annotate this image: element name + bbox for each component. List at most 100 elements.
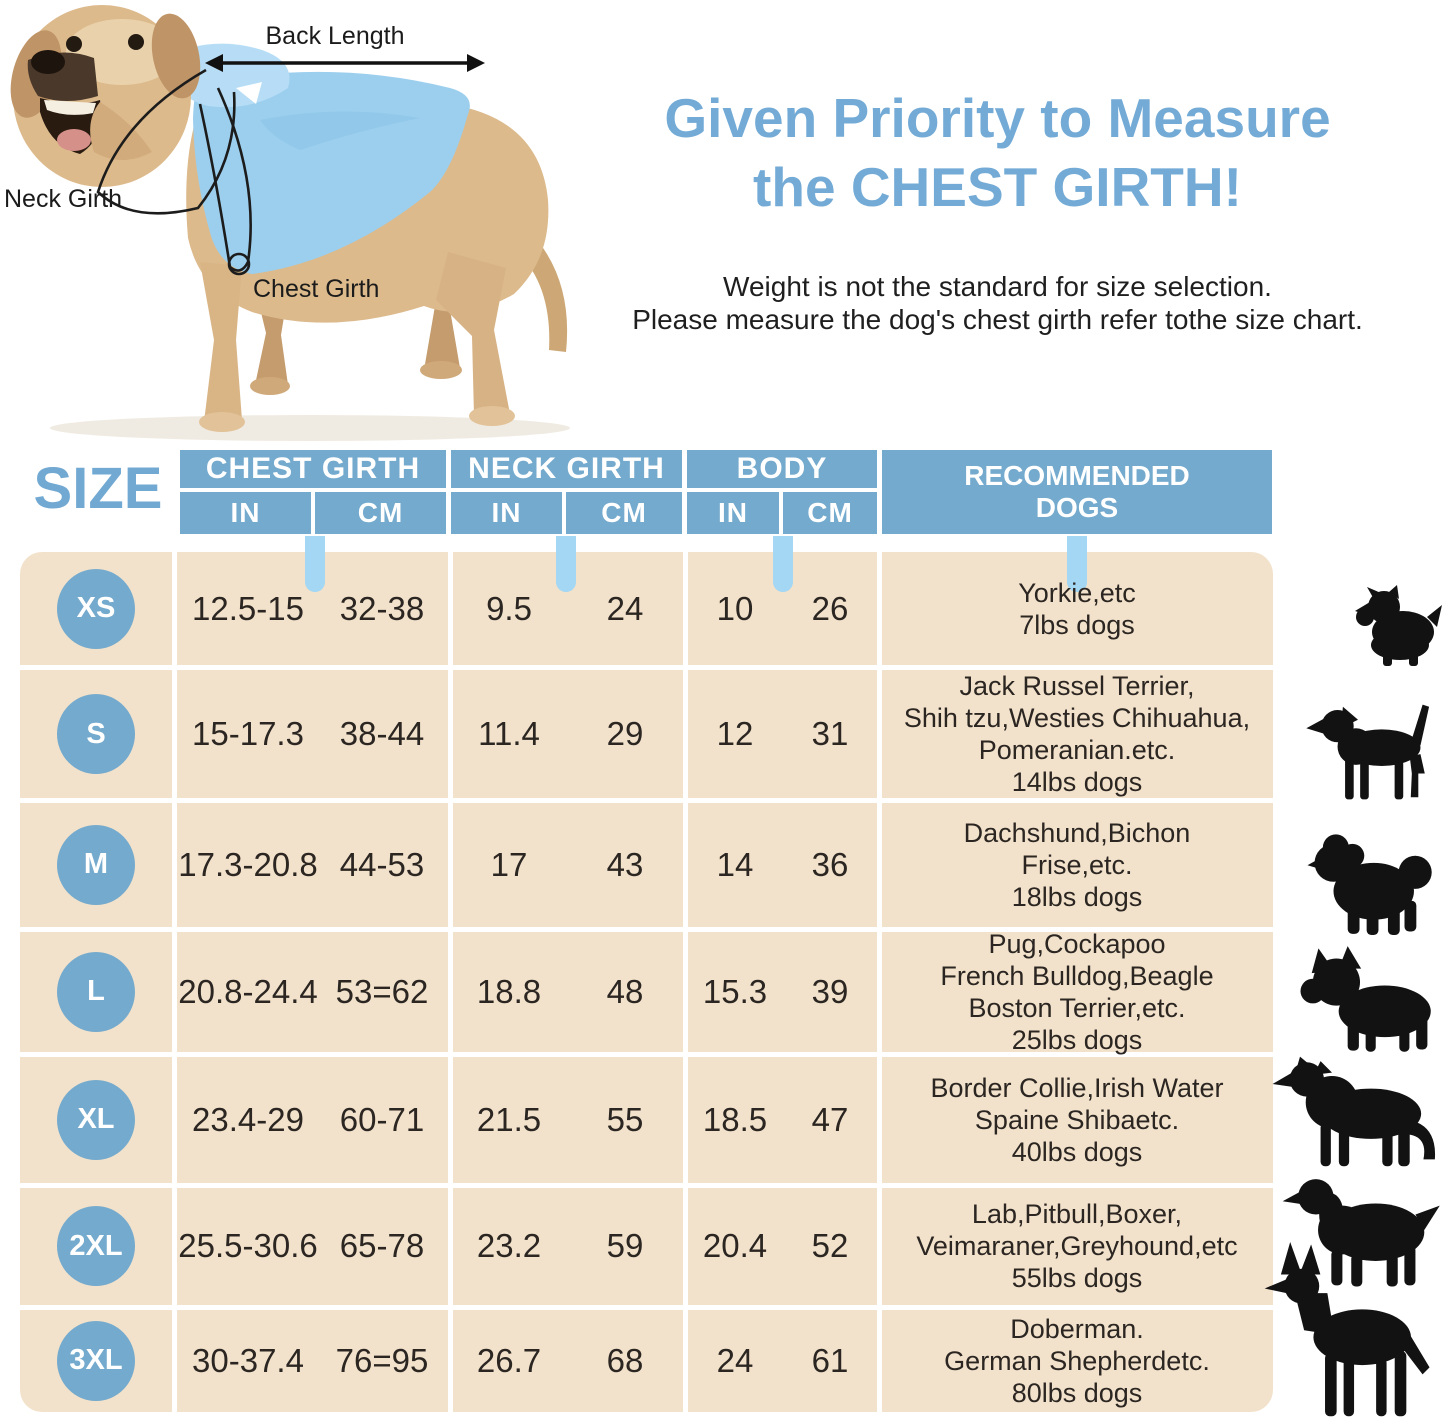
size-badge: XS bbox=[57, 568, 135, 649]
chest-cm-value: 38-44 bbox=[339, 715, 425, 752]
size-row-xl: XL 23.4-29 60-71 21.5 55 18.5 47 Border … bbox=[20, 1056, 1273, 1183]
headline-line1: Given Priority to Measure bbox=[664, 87, 1331, 149]
chest-in-value: 17.3-20.8 bbox=[178, 845, 318, 883]
body-in-value: 12 bbox=[716, 715, 754, 752]
recommended-dogs-column-header: RECOMMENDED DOGS bbox=[882, 450, 1272, 534]
headline-line2: the CHEST GIRTH! bbox=[753, 156, 1242, 218]
chest-in-value: 20.8-24.4 bbox=[178, 972, 318, 1010]
size-badge: S bbox=[57, 694, 135, 774]
jack-russell-silhouette-icon bbox=[1306, 704, 1430, 800]
chest-in-unit-header: IN bbox=[180, 492, 311, 534]
chest-cm-value: 44-53 bbox=[339, 845, 425, 883]
headline: Given Priority to Measure the CHEST GIRT… bbox=[575, 84, 1420, 222]
recommended-dogs-header-text: RECOMMENDED DOGS bbox=[964, 460, 1190, 523]
size-row-l: L 20.8-24.4 53=62 18.8 48 15.3 39 Pug,Co… bbox=[20, 929, 1273, 1055]
neck-cm-unit-header: CM bbox=[566, 492, 682, 534]
neck-cm-value: 55 bbox=[606, 1100, 644, 1138]
body-in-unit-header: IN bbox=[687, 492, 779, 534]
neck-in-unit-header: IN bbox=[451, 492, 562, 534]
grid-vline-3 bbox=[683, 552, 688, 1412]
body-cm-unit-header: CM bbox=[783, 492, 877, 534]
chest-cm-unit-header: CM bbox=[315, 492, 446, 534]
chest-in-value: 25.5-30.6 bbox=[178, 1227, 318, 1264]
size-badge: 3XL bbox=[57, 1320, 135, 1401]
body-cm-value: 39 bbox=[811, 972, 849, 1010]
neck-in-value: 23.2 bbox=[476, 1227, 542, 1264]
chest-in-value: 12.5-15 bbox=[192, 589, 304, 627]
neck-in-value: 21.5 bbox=[476, 1100, 542, 1138]
yorkie-silhouette-icon bbox=[1355, 585, 1442, 666]
size-row-3xl: 3XL 30-37.4 76=95 26.7 68 24 61 Doberman… bbox=[20, 1309, 1273, 1412]
chest-girth-pointer-tab bbox=[305, 536, 325, 592]
grid-hline-3 bbox=[20, 927, 1273, 932]
note-line2: Please measure the dog's chest girth ref… bbox=[632, 304, 1363, 335]
size-column-title: SIZE bbox=[33, 456, 163, 521]
size-row-xs: XS 12.5-15 32-38 9.5 24 10 26 Yorkie,etc… bbox=[20, 552, 1273, 665]
bichon-frise-silhouette-icon bbox=[1307, 834, 1432, 936]
body-cm-value: 47 bbox=[811, 1100, 849, 1138]
size-badge: L bbox=[57, 951, 135, 1032]
doberman-silhouette-icon bbox=[1264, 1242, 1430, 1417]
grid-hline-4 bbox=[20, 1052, 1273, 1057]
chest-in-value: 23.4-29 bbox=[192, 1100, 304, 1138]
neck-cm-value: 59 bbox=[606, 1227, 644, 1264]
grid-hline-1 bbox=[20, 665, 1273, 670]
recommended-dogs-text: Dachshund,Bichon Frise,etc. 18lbs dogs bbox=[963, 817, 1191, 912]
chest-in-value: 30-37.4 bbox=[192, 1341, 304, 1379]
size-row-s: S 15-17.3 38-44 11.4 29 12 31 Jack Russe… bbox=[20, 670, 1273, 798]
body-in-value: 14 bbox=[716, 845, 754, 883]
neck-in-value: 11.4 bbox=[478, 715, 540, 752]
body-cm-value: 31 bbox=[811, 715, 849, 752]
chest-girth-column-header: CHEST GIRTH bbox=[180, 450, 446, 488]
body-cm-value: 61 bbox=[811, 1341, 849, 1379]
grid-hline-2 bbox=[20, 798, 1273, 803]
border-collie-silhouette-icon bbox=[1272, 1056, 1436, 1167]
back-length-label: Back Length bbox=[265, 22, 405, 50]
neck-cm-value: 43 bbox=[606, 845, 644, 883]
size-badge: 2XL bbox=[57, 1206, 135, 1286]
grid-vline-1 bbox=[172, 552, 177, 1412]
chest-cm-value: 32-38 bbox=[339, 589, 425, 627]
grid-hline-5 bbox=[20, 1183, 1273, 1188]
spaniel-silhouette-icon bbox=[1282, 1179, 1440, 1287]
back-length-arrow-icon bbox=[205, 54, 485, 72]
neck-cm-value: 48 bbox=[606, 972, 644, 1010]
chest-cm-value: 76=95 bbox=[335, 1341, 429, 1379]
size-row-2xl: 2XL 25.5-30.6 65-78 23.2 59 20.4 52 Lab,… bbox=[20, 1187, 1273, 1305]
neck-cm-value: 68 bbox=[606, 1341, 644, 1379]
body-in-value: 18.5 bbox=[702, 1100, 768, 1138]
chest-cm-value: 65-78 bbox=[339, 1227, 425, 1264]
size-badge: XL bbox=[57, 1079, 135, 1160]
french-bulldog-silhouette-icon bbox=[1300, 946, 1431, 1052]
size-badge: M bbox=[57, 824, 135, 905]
body-cm-value: 36 bbox=[811, 845, 849, 883]
neck-in-value: 17 bbox=[490, 845, 528, 883]
dog-photo-illustration bbox=[10, 5, 570, 441]
recommended-dogs-text: Lab,Pitbull,Boxer, Veimaraner,Greyhound,e… bbox=[916, 1199, 1238, 1293]
recommended-dogs-text: Pug,Cockapoo French Bulldog,Beagle Boston… bbox=[940, 928, 1214, 1055]
neck-in-value: 18.8 bbox=[476, 972, 542, 1010]
grid-vline-4 bbox=[877, 552, 882, 1412]
neck-girth-column-header: NECK GIRTH bbox=[451, 450, 682, 488]
chest-cm-value: 53=62 bbox=[335, 972, 429, 1010]
note-text: Weight is not the standard for size sele… bbox=[575, 270, 1420, 336]
recommended-dogs-text: Yorkie,etc 7lbs dogs bbox=[1018, 577, 1136, 640]
neck-cm-value: 24 bbox=[606, 589, 644, 627]
neck-cm-value: 29 bbox=[606, 715, 644, 752]
recommended-pointer-tab bbox=[1067, 536, 1087, 592]
neck-girth-label: Neck Girth bbox=[4, 185, 123, 213]
size-row-m: M 17.3-20.8 44-53 17 43 14 36 Dachshund,… bbox=[20, 802, 1273, 927]
body-in-value: 20.4 bbox=[702, 1227, 768, 1264]
note-line1: Weight is not the standard for size sele… bbox=[723, 271, 1272, 302]
recommended-dogs-text: Border Collie,Irish Water Spaine Shibaetc… bbox=[930, 1072, 1224, 1167]
grid-hline-6 bbox=[20, 1305, 1273, 1310]
body-in-value: 24 bbox=[716, 1341, 754, 1379]
recommended-dogs-text: Jack Russel Terrier, Shih tzu,Westies Chi… bbox=[903, 671, 1251, 797]
body-in-value: 10 bbox=[716, 589, 754, 627]
table-body-background bbox=[20, 552, 1273, 1412]
body-column-header: BODY bbox=[687, 450, 877, 488]
neck-in-value: 26.7 bbox=[476, 1341, 542, 1379]
chest-cm-value: 60-71 bbox=[339, 1100, 425, 1138]
neck-girth-pointer-tab bbox=[556, 536, 576, 592]
